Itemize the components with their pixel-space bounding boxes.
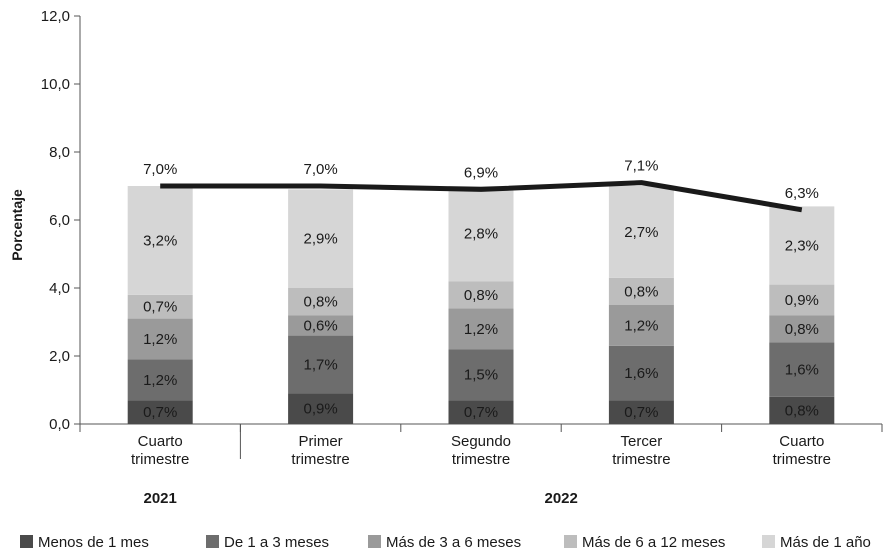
segment-label: 0,9% (303, 401, 337, 418)
y-tick-label: 0,0 (49, 416, 70, 433)
legend-swatch (206, 535, 219, 548)
legend-swatch (20, 535, 33, 548)
legend-swatch (368, 535, 381, 548)
segment-label: 1,6% (785, 362, 819, 379)
legend-label: Más de 1 año (780, 534, 871, 551)
segment-labels: 0,7% 1,2% 1,2% 0,7% 3,2% 0,9% 1,7% 0,6% 0,8% 2,9%… (143, 224, 819, 421)
bar-segment (127, 318, 193, 360)
total-line (160, 180, 803, 213)
bar-segment (288, 288, 354, 316)
segment-label: 2,8% (464, 226, 498, 243)
category-label: Cuarto (779, 433, 824, 450)
legend-swatch (564, 535, 577, 548)
segment-label: 1,5% (464, 367, 498, 384)
bar-segment (127, 400, 193, 424)
segment-label: 0,8% (624, 283, 658, 300)
bar-segment (448, 186, 514, 282)
legend: Menos de 1 mes De 1 a 3 meses Más de 3 a 6… (20, 534, 871, 551)
category-label: trimestre (773, 451, 831, 468)
y-tick-label: 6,0 (49, 212, 70, 229)
segment-label: 2,7% (624, 224, 658, 241)
category-labels: CuartotrimestrePrimertrimestreSegundotri… (131, 433, 831, 507)
segment-label: 2,9% (303, 231, 337, 248)
bar-segment (608, 186, 674, 278)
bar-segment (769, 396, 835, 424)
category-label: Cuarto (138, 433, 183, 450)
segment-label: 1,2% (143, 372, 177, 389)
axes: 0,0 2,0 4,0 6,0 8,0 10,0 12,0 (41, 8, 883, 459)
bar-segment (608, 400, 674, 424)
y-tick-label: 10,0 (41, 76, 70, 93)
bar-segment (127, 359, 193, 401)
total-label: 6,3% (785, 185, 819, 202)
y-tick-label: 2,0 (49, 348, 70, 365)
segment-label: 0,8% (303, 294, 337, 311)
total-line-group: 7,0% 7,0% 6,9% 7,1% 6,3% (143, 158, 819, 213)
total-label: 7,1% (624, 158, 658, 175)
segment-label: 0,7% (143, 404, 177, 421)
legend-label: Más de 6 a 12 meses (582, 534, 725, 551)
y-tick-label: 12,0 (41, 8, 70, 25)
bar-segment (769, 342, 835, 397)
bar-segment (448, 281, 514, 309)
segment-label: 0,7% (624, 404, 658, 421)
bar-segment (448, 349, 514, 401)
bar-segment (448, 308, 514, 350)
category-label: trimestre (131, 451, 189, 468)
legend-label: Menos de 1 mes (38, 534, 149, 551)
segment-label: 0,7% (464, 404, 498, 421)
segment-label: 1,2% (464, 321, 498, 338)
segment-label: 0,8% (785, 321, 819, 338)
bar-segment (769, 284, 835, 316)
segment-label: 2,3% (785, 238, 819, 255)
year-label: 2022 (545, 490, 578, 507)
bars (127, 186, 835, 424)
y-tick-label: 8,0 (49, 144, 70, 161)
bar-segment (769, 206, 835, 285)
bar-segment (288, 315, 354, 336)
bar-segment (608, 345, 674, 401)
segment-label: 0,6% (303, 317, 337, 334)
legend-label: De 1 a 3 meses (224, 534, 329, 551)
bar-segment (127, 294, 193, 319)
bar-segment (448, 400, 514, 424)
bar-segment (608, 277, 674, 305)
year-label: 2021 (144, 490, 177, 507)
segment-label: 1,7% (303, 357, 337, 374)
segment-label: 1,2% (624, 317, 658, 334)
y-tick-label: 4,0 (49, 280, 70, 297)
category-label: trimestre (291, 451, 349, 468)
segment-label: 1,2% (143, 331, 177, 348)
bar-segment (288, 335, 354, 394)
total-label: 6,9% (464, 164, 498, 181)
bar-segment (127, 186, 193, 295)
y-axis-label: Porcentaje (9, 189, 25, 261)
bar-segment (608, 305, 674, 346)
legend-label: Más de 3 a 6 meses (386, 534, 521, 551)
category-label: trimestre (612, 451, 670, 468)
legend-swatch (762, 535, 775, 548)
segment-label: 0,7% (143, 299, 177, 316)
segment-label: 0,8% (785, 402, 819, 419)
bar-segment (288, 189, 354, 288)
category-label: trimestre (452, 451, 510, 468)
bar-segment (288, 393, 354, 424)
category-label: Primer (299, 433, 343, 450)
segment-label: 0,8% (464, 287, 498, 304)
total-label: 7,0% (143, 161, 177, 178)
category-label: Segundo (451, 433, 511, 450)
bar-segment (769, 315, 835, 343)
category-label: Tercer (621, 433, 663, 450)
segment-label: 1,6% (624, 365, 658, 382)
total-label: 7,0% (303, 161, 337, 178)
segment-label: 3,2% (143, 232, 177, 249)
segment-label: 0,9% (785, 292, 819, 309)
